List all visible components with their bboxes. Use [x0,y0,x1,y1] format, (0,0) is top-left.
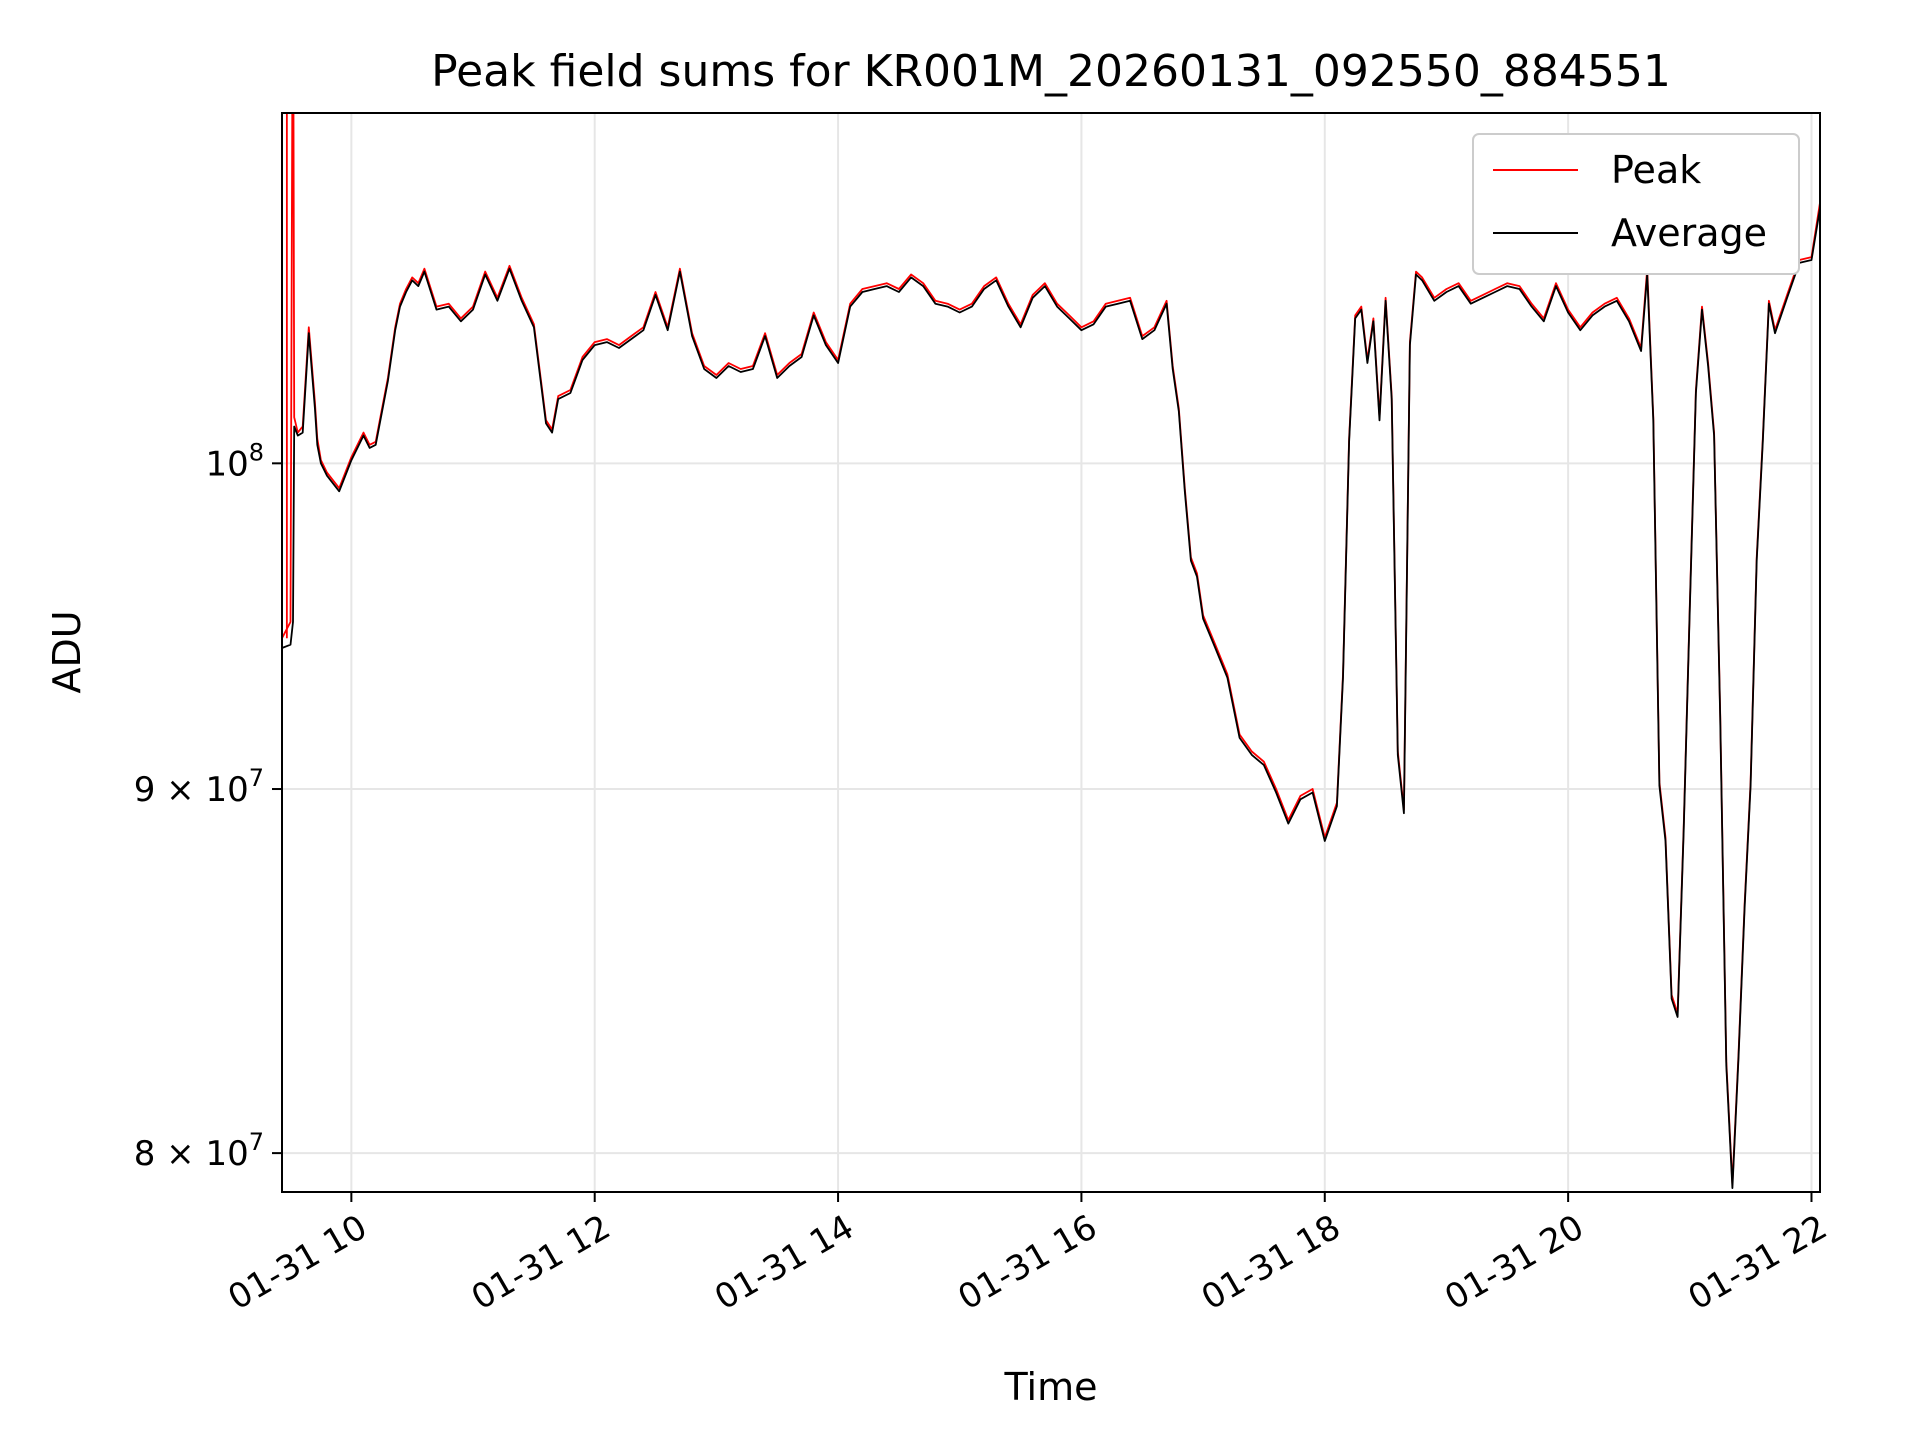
chart-title: Peak field sums for KR001M_20260131_0925… [431,46,1671,97]
series-line-average [282,208,1820,1189]
y-tick-label: 9 × 107 [134,764,264,810]
legend-peak-label: Peak [1611,148,1701,192]
y-tick-label: 8 × 107 [134,1128,264,1174]
series-line-peak [282,113,1820,1186]
legend: Peak Average [1472,133,1800,275]
y-axis: 8 × 107 9 × 107 108 [134,438,282,1174]
legend-average-label: Average [1611,211,1767,255]
y-tick-label: 108 [205,438,264,484]
series-group [282,113,1820,1189]
plot-frame [281,112,1821,1193]
grid [282,113,1820,1192]
y-axis-label: ADU [45,610,89,693]
x-axis-label: Time [1004,1365,1098,1409]
